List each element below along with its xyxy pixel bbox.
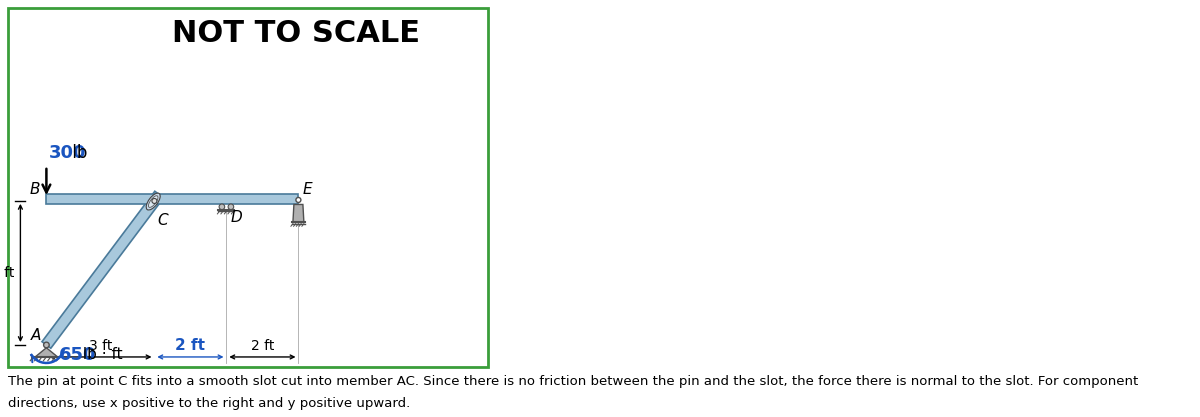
Text: lb · ft: lb · ft <box>78 347 124 362</box>
Text: B: B <box>30 182 41 197</box>
Circle shape <box>152 198 157 203</box>
Circle shape <box>43 342 49 348</box>
Circle shape <box>296 198 301 203</box>
Text: 2 ft: 2 ft <box>251 339 274 353</box>
Text: lb: lb <box>67 144 88 162</box>
Text: C: C <box>157 213 168 228</box>
Text: NOT TO SCALE: NOT TO SCALE <box>173 19 420 48</box>
Text: directions, use x positive to the right and y positive upward.: directions, use x positive to the right … <box>8 397 410 410</box>
Text: The pin at point C fits into a smooth slot cut into member AC. Since there is no: The pin at point C fits into a smooth sl… <box>8 375 1139 388</box>
Circle shape <box>228 204 234 210</box>
Text: D: D <box>230 210 242 225</box>
Polygon shape <box>293 204 304 222</box>
Circle shape <box>220 204 224 210</box>
Text: 650: 650 <box>59 346 96 364</box>
Text: 3 ft: 3 ft <box>89 339 112 353</box>
Text: A: A <box>31 328 42 343</box>
Text: 2 ft: 2 ft <box>175 338 205 353</box>
Polygon shape <box>36 348 58 357</box>
Ellipse shape <box>146 193 160 210</box>
Bar <box>8 8 488 367</box>
Bar <box>47 194 299 204</box>
Text: 4 ft: 4 ft <box>0 266 14 280</box>
Polygon shape <box>42 191 163 348</box>
Text: 300: 300 <box>48 144 86 162</box>
Ellipse shape <box>149 196 158 207</box>
Text: E: E <box>302 182 312 197</box>
